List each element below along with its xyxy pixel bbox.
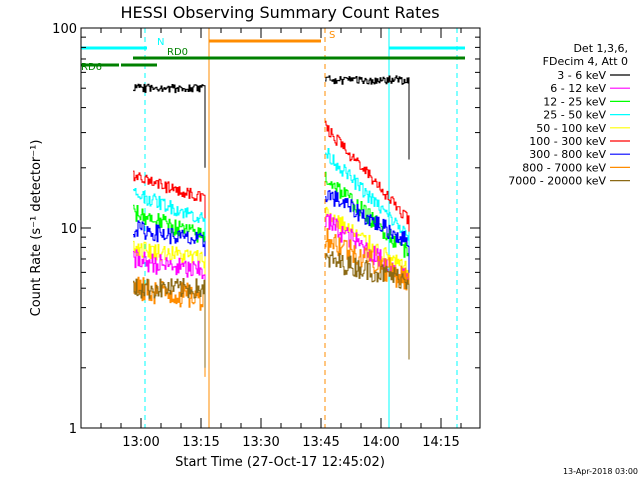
- series-3-segment-0: [133, 204, 206, 317]
- series-1: [133, 120, 410, 300]
- flag-label-1: S: [329, 30, 335, 41]
- series-0-segment-0: [133, 83, 206, 168]
- x-tick-label-2: 13:30: [242, 435, 279, 450]
- series-1-segment-1: [325, 120, 410, 300]
- y-tick-labels: 1 10 100: [52, 22, 77, 437]
- series-4-segment-1: [325, 190, 410, 322]
- x-tick-label-0: 13:00: [122, 435, 159, 450]
- series-8-segment-0: [133, 278, 206, 368]
- x-tick-label-1: 13:15: [182, 435, 219, 450]
- x-tick-label-3: 13:45: [302, 435, 339, 450]
- legend-entry-label-8: 7000 - 20000 keV: [508, 175, 606, 188]
- x-tick-label-5: 14:15: [422, 435, 459, 450]
- data-series: [133, 75, 410, 377]
- legend-entry-label-4: 50 - 100 keV: [536, 122, 606, 135]
- legend-entry-label-2: 12 - 25 keV: [543, 95, 606, 108]
- series-0-segment-1: [325, 75, 410, 160]
- y-axis-label: Count Rate (s⁻¹ detector⁻¹): [29, 140, 44, 317]
- series-1-segment-0: [133, 170, 206, 279]
- x-tick-label-4: 14:00: [362, 435, 399, 450]
- series-2: [133, 148, 410, 317]
- legend-entry-label-3: 25 - 50 keV: [543, 109, 606, 122]
- legend-entry-label-7: 800 - 7000 keV: [522, 161, 606, 174]
- legend-entry-label-6: 300 - 800 keV: [529, 148, 606, 161]
- legend-entry-label-1: 6 - 12 keV: [550, 82, 606, 95]
- generation-timestamp: 13-Apr-2018 03:00: [563, 467, 638, 476]
- flag-label-3: RD6: [81, 62, 102, 73]
- series-0: [133, 75, 410, 168]
- legend-header-0: Det 1,3,6,: [573, 42, 628, 55]
- flag-bars: N S RD0 RD6: [81, 30, 465, 73]
- series-5-segment-0: [133, 240, 206, 339]
- legend-entry-label-5: 100 - 300 keV: [529, 135, 606, 148]
- flag-label-0: N: [157, 37, 164, 48]
- chart-title: HESSI Observing Summary Count Rates: [120, 3, 439, 22]
- series-8-segment-1: [325, 251, 410, 360]
- x-axis-label: Start Time (27-Oct-17 12:45:02): [175, 455, 385, 470]
- flag-label-2: RD0: [167, 47, 188, 58]
- axis-ticks: [80, 28, 480, 429]
- legend-header-1: FDecim 4, Att 0: [543, 55, 628, 68]
- y-tick-label-2: 100: [52, 22, 77, 37]
- y-tick-label-1: 10: [60, 222, 77, 237]
- series-4: [133, 190, 410, 322]
- series-8: [133, 251, 410, 368]
- legend-entry-label-0: 3 - 6 keV: [557, 69, 606, 82]
- x-tick-labels: 13:00 13:15 13:30 13:45 14:00 14:15: [122, 435, 459, 450]
- series-2-segment-1: [325, 148, 410, 317]
- series-2-segment-0: [133, 188, 206, 300]
- series-4-segment-0: [133, 220, 206, 322]
- series-6-segment-0: [133, 249, 206, 352]
- y-tick-label-0: 1: [69, 422, 77, 437]
